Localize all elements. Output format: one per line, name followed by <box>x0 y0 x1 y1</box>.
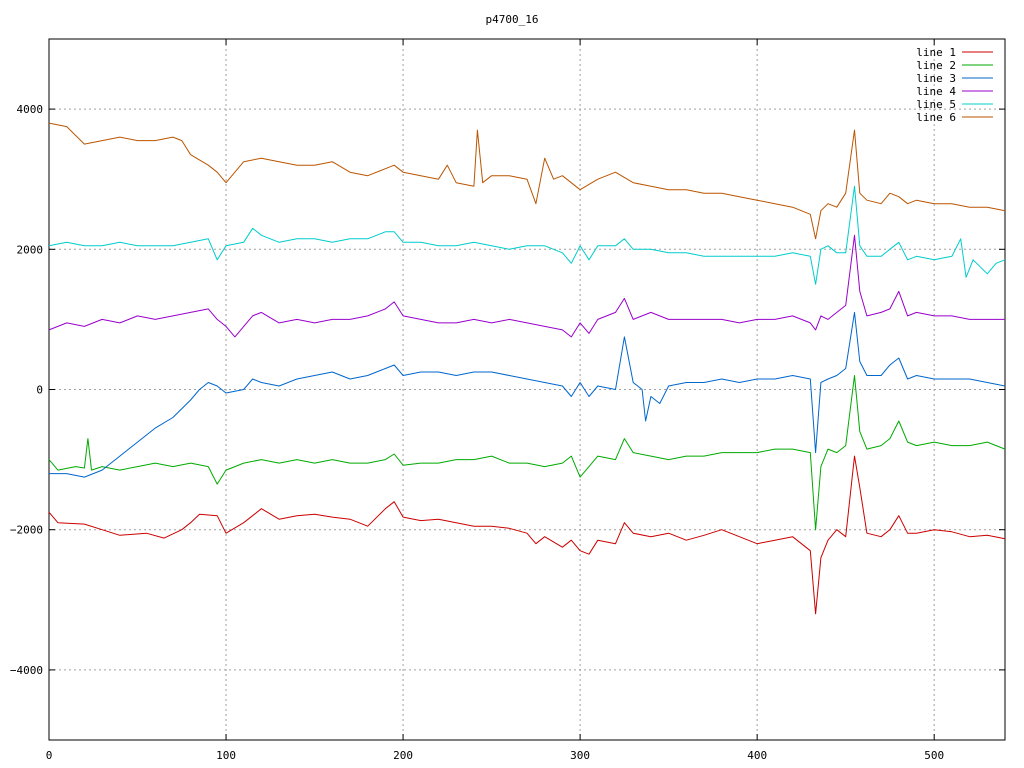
legend-label: line 5 <box>916 98 956 111</box>
y-tick-label: −4000 <box>10 664 43 677</box>
y-tick-label: 2000 <box>17 243 44 256</box>
axes: 0 100 200 300 400 500 −4000 −2000 0 2000 4000 <box>10 38 1006 762</box>
y-tick-label: 4000 <box>17 103 44 116</box>
grid-lines <box>49 39 1005 740</box>
legend-label: line 4 <box>916 85 956 98</box>
series-line-4 <box>48 234 1005 338</box>
x-tick-label: 400 <box>747 749 767 762</box>
x-tick-label: 500 <box>924 749 944 762</box>
series-line-2 <box>48 375 1006 531</box>
legend-label: line 3 <box>916 72 956 85</box>
legend-label: line 2 <box>916 59 956 72</box>
series-line-1 <box>48 455 1006 615</box>
chart-title: p4700_16 <box>486 13 539 26</box>
x-tick-label: 200 <box>393 749 413 762</box>
plot-frame <box>48 38 1006 741</box>
y-tick-label: −2000 <box>10 524 43 537</box>
series-line-5 <box>48 185 1006 285</box>
legend-label: line 1 <box>916 46 956 59</box>
x-tick-label: 300 <box>570 749 590 762</box>
x-tick-label: 100 <box>216 749 236 762</box>
x-tick-label: 0 <box>46 749 53 762</box>
series-group <box>48 122 1006 615</box>
series-line-3 <box>49 311 1006 478</box>
legend-label: line 6 <box>916 111 956 124</box>
series-line-6 <box>48 122 1006 240</box>
y-tick-label: 0 <box>36 384 43 397</box>
